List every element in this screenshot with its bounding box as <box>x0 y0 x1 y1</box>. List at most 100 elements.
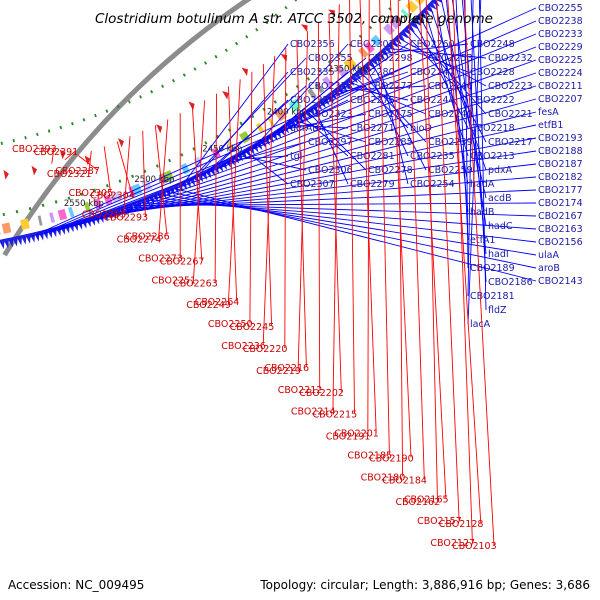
forward-gene-connector <box>478 0 487 311</box>
feature-band-mark <box>357 46 369 59</box>
gc-skew-mark <box>306 76 310 81</box>
reverse-gene-label: CBO2273 <box>138 254 183 265</box>
forward-gene-label: CBO2228 <box>470 67 515 78</box>
reverse-gene-connector <box>297 31 309 370</box>
forward-cds-mark <box>369 56 379 66</box>
forward-cds-mark <box>3 237 10 249</box>
forward-gene-connector <box>214 113 307 171</box>
forward-cds-mark <box>379 47 389 57</box>
gc-skew-mark <box>193 67 197 71</box>
reverse-gene-connector <box>379 0 390 455</box>
reverse-cds-mark <box>84 155 91 165</box>
gc-skew-mark <box>239 121 243 126</box>
gc-skew-mark <box>127 100 131 104</box>
gc-skew-mark <box>203 61 208 65</box>
gc-skew-mark <box>139 95 142 99</box>
forward-cds-mark <box>163 186 171 198</box>
reverse-gene-label: CBO2286 <box>125 232 170 243</box>
feature-band-mark <box>180 162 190 175</box>
reverse-gene-label: CBO2393 <box>12 144 57 155</box>
forward-gene-label: CBO2297 <box>308 137 353 148</box>
reverse-gene-label: CBO2249 <box>186 300 231 311</box>
gc-skew-mark <box>265 20 269 25</box>
forward-gene-label: gerAB4 <box>290 123 325 134</box>
reverse-gene-connector <box>51 147 55 164</box>
reverse-cds-mark <box>3 169 9 180</box>
forward-gene-label: hadA <box>470 179 495 190</box>
forward-gene-connector <box>435 2 469 185</box>
forward-gene-connector <box>349 81 427 115</box>
reverse-cds-mark <box>188 101 195 111</box>
feature-band-mark <box>405 0 419 14</box>
reverse-gene-connector <box>249 71 253 324</box>
gc-skew-mark <box>118 179 122 183</box>
gc-skew-mark <box>255 27 259 32</box>
forward-gene-label: hadC <box>488 221 513 232</box>
scale-label: 2450 kbp <box>202 144 242 154</box>
forward-gene-label: CBO2271 <box>350 123 395 134</box>
forward-cds-mark <box>159 188 167 200</box>
reverse-gene-connector <box>123 136 131 214</box>
forward-gene-label: CBO2279 <box>350 179 395 190</box>
gc-skew-mark <box>67 196 71 200</box>
reverse-gene-label: CBO2219 <box>256 366 301 377</box>
forward-gene-label: CBO2277 <box>368 81 413 92</box>
reverse-cds-mark <box>222 90 229 100</box>
reverse-gene-connector <box>367 0 370 436</box>
feature-band-mark <box>255 122 265 134</box>
forward-gene-label: CBO2232 <box>488 53 533 64</box>
forward-cds-mark <box>324 92 334 103</box>
feature-band-mark <box>83 201 91 213</box>
gc-skew-mark <box>204 141 208 145</box>
feature-band-mark <box>1 222 12 234</box>
gc-skew-mark <box>273 100 277 104</box>
forward-gene-label: CBO2248 <box>470 39 515 50</box>
forward-cds-mark <box>306 105 316 116</box>
reverse-gene-label: CBO2162 <box>396 497 441 508</box>
forward-cds-mark <box>335 84 344 95</box>
forward-cds-mark <box>204 167 212 179</box>
reverse-gene-label: CBO2103 <box>452 541 497 552</box>
reverse-gene-connector <box>284 48 287 349</box>
forward-gene-connector <box>366 67 409 157</box>
forward-gene-connector <box>93 124 537 221</box>
forward-cds-mark <box>366 59 376 69</box>
reverse-gene-label: CBO2190 <box>369 453 414 464</box>
forward-cds-mark <box>389 38 399 48</box>
forward-gene-connector <box>246 151 289 185</box>
gene-label-layer: 2550 kbp 2500 kbp 2450 kbp 2400 kbp 2350 kbp… <box>12 0 583 552</box>
scale-label: 2400 kbp <box>267 108 307 118</box>
reverse-gene-label: CBO2263 <box>173 278 218 289</box>
forward-gene-label: ulaA <box>538 250 559 261</box>
forward-cds-mark <box>349 73 358 84</box>
reverse-gene-connector <box>158 119 169 239</box>
reverse-gene-connector <box>359 0 377 433</box>
forward-gene-label: CBO2260 <box>410 39 455 50</box>
forward-gene-connector <box>175 188 537 282</box>
forward-gene-label: fldZ <box>488 305 507 316</box>
reverse-gene-label: CBO2267 <box>160 256 205 267</box>
forward-gene-label: CBO2189 <box>470 263 515 274</box>
forward-cds-mark <box>317 98 326 108</box>
reverse-gene-connector <box>193 100 206 280</box>
reverse-gene-connector <box>425 0 438 502</box>
forward-cds-mark <box>342 79 351 89</box>
forward-gene-label: CBO2298 <box>368 53 413 64</box>
reverse-gene-label: CBO2201 <box>334 429 379 440</box>
forward-gene-label: CBO2222 <box>470 95 515 106</box>
forward-gene-connector <box>50 46 537 233</box>
forward-gene-label: CBO2356 <box>290 39 335 50</box>
forward-gene-connector <box>154 196 537 243</box>
gc-skew-mark <box>171 78 176 83</box>
forward-gene-label: hadI <box>488 249 509 260</box>
gc-skew-mark <box>161 84 165 89</box>
forward-gene-label: CBO2181 <box>470 291 515 302</box>
gc-skew-mark <box>368 25 373 30</box>
forward-gene-label: CBO2281 <box>350 151 395 162</box>
gc-skew-mark <box>36 132 39 137</box>
feature-band-mark <box>274 108 287 122</box>
forward-gene-label: CBO2223 <box>488 81 533 92</box>
forward-gene-connector <box>43 33 537 235</box>
genome-backbone <box>2 0 252 257</box>
gc-skew-mark <box>82 118 86 122</box>
